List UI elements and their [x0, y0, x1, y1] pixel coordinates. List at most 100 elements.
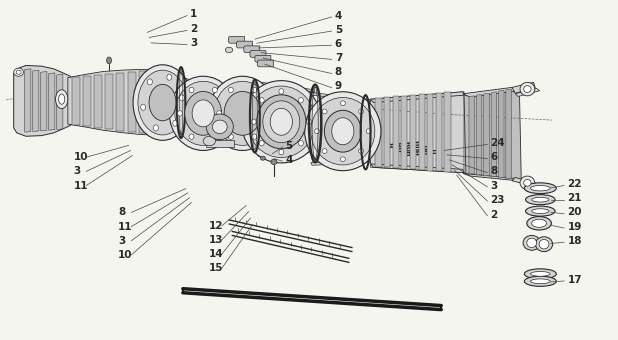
- Polygon shape: [33, 70, 39, 132]
- Polygon shape: [25, 69, 31, 132]
- Polygon shape: [49, 73, 55, 130]
- Ellipse shape: [341, 157, 345, 162]
- Polygon shape: [491, 92, 497, 177]
- Ellipse shape: [530, 279, 550, 284]
- Polygon shape: [512, 177, 535, 186]
- Ellipse shape: [279, 149, 284, 155]
- Polygon shape: [371, 164, 464, 173]
- Ellipse shape: [177, 110, 182, 116]
- Text: 3: 3: [491, 181, 497, 190]
- Text: 19: 19: [567, 222, 582, 232]
- Ellipse shape: [524, 269, 556, 279]
- Polygon shape: [515, 88, 540, 97]
- Text: 2: 2: [491, 209, 497, 220]
- Ellipse shape: [179, 95, 184, 101]
- Ellipse shape: [213, 120, 227, 134]
- Polygon shape: [427, 94, 433, 171]
- Text: 5: 5: [286, 141, 293, 151]
- Polygon shape: [444, 92, 451, 172]
- Ellipse shape: [141, 104, 146, 110]
- Polygon shape: [14, 66, 74, 136]
- Ellipse shape: [252, 87, 256, 93]
- Polygon shape: [401, 96, 407, 169]
- Polygon shape: [463, 173, 518, 181]
- Text: 6: 6: [335, 39, 342, 49]
- Ellipse shape: [322, 149, 327, 153]
- Text: 11: 11: [118, 222, 133, 232]
- Ellipse shape: [270, 108, 292, 135]
- Text: 10: 10: [74, 152, 88, 162]
- Polygon shape: [155, 70, 171, 133]
- Text: 18: 18: [567, 236, 582, 246]
- Ellipse shape: [229, 134, 234, 139]
- Polygon shape: [237, 41, 252, 48]
- Polygon shape: [464, 88, 521, 180]
- Text: 1: 1: [190, 9, 198, 19]
- Polygon shape: [95, 75, 103, 128]
- Text: 3: 3: [190, 38, 198, 48]
- Ellipse shape: [192, 100, 214, 127]
- Polygon shape: [371, 92, 464, 173]
- Ellipse shape: [366, 129, 371, 134]
- Text: 15: 15: [209, 264, 223, 273]
- Polygon shape: [463, 87, 518, 97]
- Ellipse shape: [169, 76, 237, 150]
- Ellipse shape: [173, 120, 178, 126]
- Polygon shape: [83, 76, 91, 126]
- Polygon shape: [171, 72, 186, 132]
- Ellipse shape: [260, 156, 265, 160]
- Polygon shape: [484, 93, 489, 176]
- Ellipse shape: [341, 101, 345, 106]
- Text: 10: 10: [118, 250, 133, 260]
- Polygon shape: [138, 71, 146, 133]
- Text: 4: 4: [335, 11, 342, 20]
- Polygon shape: [127, 72, 135, 132]
- Polygon shape: [311, 160, 371, 165]
- Ellipse shape: [527, 238, 536, 248]
- Ellipse shape: [217, 110, 222, 116]
- Polygon shape: [376, 98, 381, 167]
- Ellipse shape: [324, 110, 362, 152]
- Ellipse shape: [520, 82, 535, 96]
- Ellipse shape: [106, 57, 111, 64]
- Ellipse shape: [189, 134, 194, 139]
- Polygon shape: [476, 95, 482, 175]
- Polygon shape: [256, 150, 315, 156]
- Ellipse shape: [523, 86, 531, 92]
- Polygon shape: [243, 46, 260, 53]
- Polygon shape: [392, 97, 399, 168]
- Ellipse shape: [209, 76, 276, 150]
- Text: 7: 7: [335, 53, 342, 63]
- Ellipse shape: [206, 114, 234, 140]
- Ellipse shape: [167, 74, 172, 80]
- Text: 9: 9: [335, 81, 342, 91]
- Text: 23: 23: [491, 195, 505, 205]
- Ellipse shape: [531, 209, 549, 214]
- Ellipse shape: [241, 81, 321, 163]
- Ellipse shape: [523, 180, 531, 186]
- Polygon shape: [183, 127, 242, 138]
- Polygon shape: [250, 51, 266, 57]
- Polygon shape: [506, 89, 512, 179]
- Text: 8: 8: [491, 166, 497, 176]
- Text: 6: 6: [491, 152, 497, 162]
- Ellipse shape: [185, 91, 222, 135]
- Text: 5: 5: [335, 25, 342, 35]
- Polygon shape: [229, 36, 244, 43]
- Polygon shape: [311, 92, 371, 102]
- Polygon shape: [183, 78, 242, 90]
- Polygon shape: [384, 97, 390, 167]
- Ellipse shape: [189, 87, 194, 93]
- Ellipse shape: [251, 119, 256, 124]
- Ellipse shape: [315, 129, 320, 134]
- Ellipse shape: [535, 237, 552, 252]
- Polygon shape: [116, 73, 124, 131]
- Polygon shape: [57, 74, 63, 130]
- Ellipse shape: [524, 183, 556, 193]
- Ellipse shape: [213, 87, 218, 93]
- Text: 20: 20: [567, 207, 582, 218]
- Ellipse shape: [525, 194, 555, 205]
- Ellipse shape: [133, 65, 192, 140]
- Ellipse shape: [260, 98, 265, 103]
- Polygon shape: [255, 55, 271, 62]
